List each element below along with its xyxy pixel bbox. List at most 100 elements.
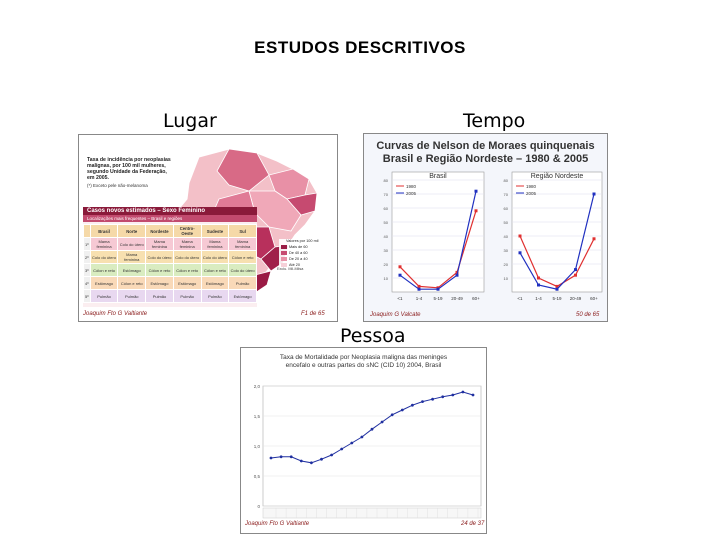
table-header-cell: Centro-Oeste [172, 224, 202, 238]
y-tick-label: 30 [504, 248, 509, 253]
table-cell: Cólon e reto [200, 263, 230, 277]
x-tick-label: 20-49 [451, 296, 463, 301]
lugar-heading: Taxa de incidência por neoplasias malign… [87, 157, 171, 181]
slide-title: ESTUDOS DESCRITIVOS [254, 38, 466, 57]
pessoa-title-2: encefalo e outras partes do sNC (CID 10)… [285, 362, 442, 369]
table-grid: Brasil Norte Nordeste Centro-Oeste Sudeste Su… [83, 224, 257, 303]
data-point [537, 276, 540, 280]
legend-label: 2005 [526, 191, 537, 196]
chart-subtitle: Brasil [429, 173, 447, 180]
table-cell: Mama feminina [228, 237, 257, 251]
x-tick-label: 20-49 [570, 296, 582, 301]
data-point [592, 237, 596, 241]
data-point [455, 270, 459, 274]
table-cell: Colo do útero [89, 250, 119, 264]
table-cell: Cólon e reto [145, 263, 174, 277]
table-cell: Pulmão [117, 289, 147, 303]
table-row: 4º Estômago Cólon e reto Estômago Estômago Es… [83, 276, 257, 290]
data-point [380, 420, 384, 424]
table-cell: Pulmão [145, 289, 174, 303]
data-point [289, 455, 293, 459]
data-point [320, 457, 323, 461]
x-tick-label: 1-4 [416, 296, 423, 301]
table-cell: Pulmão [172, 289, 202, 303]
y-tick-label: 1,0 [254, 444, 261, 449]
x-tick-label: 60+ [590, 296, 598, 301]
caption-lugar: Lugar [163, 110, 217, 132]
y-tick-label: 50 [384, 220, 389, 225]
y-tick-label: 40 [384, 234, 389, 239]
data-point [518, 251, 522, 255]
y-tick-label: 80 [384, 178, 389, 183]
x-tick-label: 60+ [472, 296, 480, 301]
data-point [360, 435, 364, 439]
y-tick-label: 60 [504, 206, 509, 211]
y-tick-label: 2,0 [254, 384, 261, 389]
table-header-cell [83, 224, 91, 238]
y-tick-label: 80 [504, 178, 509, 183]
table-header-cell: Brasil [89, 224, 119, 238]
table-header-row: Brasil Norte Nordeste Centro-Oeste Sudeste Su… [83, 224, 257, 238]
table-row: 3º Cólon e reto Estômago Cólon e reto Cólon … [83, 263, 257, 277]
table-row: 5º Pulmão Pulmão Pulmão Pulmão Pulmão Estômago [83, 289, 257, 303]
table-cell: Estômago [228, 289, 257, 303]
table-cell: Mama feminina [172, 237, 202, 251]
data-point [431, 397, 434, 401]
table-cell: Pulmão [200, 289, 230, 303]
table-row: 1º Mama feminina Colo do útero Mama feminin… [83, 237, 257, 251]
y-tick-label: 30 [384, 248, 389, 253]
y-tick-label: 1,5 [254, 414, 261, 419]
table-cell: Colo do útero [228, 263, 257, 277]
data-table-strip [262, 507, 482, 519]
data-point [417, 287, 421, 291]
table-cell: 1º [83, 237, 91, 251]
data-point [310, 461, 313, 465]
lugar-source: (*) Exceto pele não-melanoma [87, 183, 148, 188]
tempo-title-2: Brasil e Região Nordeste – 1980 & 2005 [382, 153, 589, 165]
table-cell: 4º [83, 276, 91, 290]
table-cell: Cólon e reto [117, 276, 147, 290]
table-row: 2º Colo do útero Mama feminina Colo do úter… [83, 250, 257, 264]
legend-item: De 40 a 60 [289, 251, 308, 255]
legend-item: De 20 a 40 [289, 257, 308, 261]
data-point [518, 234, 522, 238]
data-point [269, 456, 273, 460]
data-point [330, 453, 333, 457]
data-point [400, 408, 404, 412]
y-tick-label: 20 [504, 262, 509, 267]
y-tick-label: 50 [504, 220, 509, 225]
map-note: Exclu. Mil-Milsa [277, 267, 304, 271]
lugar-footer: F1 de 65 [301, 311, 325, 317]
legend-item: Mais de 60 [289, 245, 308, 249]
data-point [299, 459, 303, 463]
table-cell: Pulmão [228, 276, 257, 290]
pessoa-footer: 24 de 37 [461, 521, 485, 527]
y-tick-label: 10 [504, 276, 509, 281]
x-tick-label: <1 [517, 296, 523, 301]
data-point [555, 287, 559, 291]
table-cell: 5º [83, 289, 91, 303]
plot-area [511, 171, 603, 293]
data-point [398, 265, 402, 269]
legend-label: 1980 [526, 184, 537, 189]
x-tick-label: 1-4 [535, 296, 542, 301]
lugar-author: Joaquim Fto G Valtiante [83, 311, 148, 317]
data-point [398, 273, 402, 277]
table-cell: Cólon e reto [228, 250, 257, 264]
y-tick-label: 40 [504, 234, 509, 239]
x-tick-label: 5-19 [433, 296, 443, 301]
caption-tempo: Tempo [463, 110, 526, 132]
y-tick-label: 60 [384, 206, 389, 211]
table-header-cell: Norte [117, 224, 147, 238]
data-point [350, 441, 354, 445]
y-tick-label: 20 [384, 262, 389, 267]
data-point [411, 403, 414, 407]
tempo-author: Joaquim G Valcate [370, 312, 421, 318]
data-point [390, 413, 394, 417]
caption-pessoa: Pessoa [340, 325, 406, 347]
data-point [474, 189, 478, 193]
table-cell: Colo do útero [172, 250, 202, 264]
table-cell: Mama feminina [200, 237, 230, 251]
y-tick-label: 70 [384, 192, 389, 197]
y-tick-label: 10 [384, 276, 389, 281]
